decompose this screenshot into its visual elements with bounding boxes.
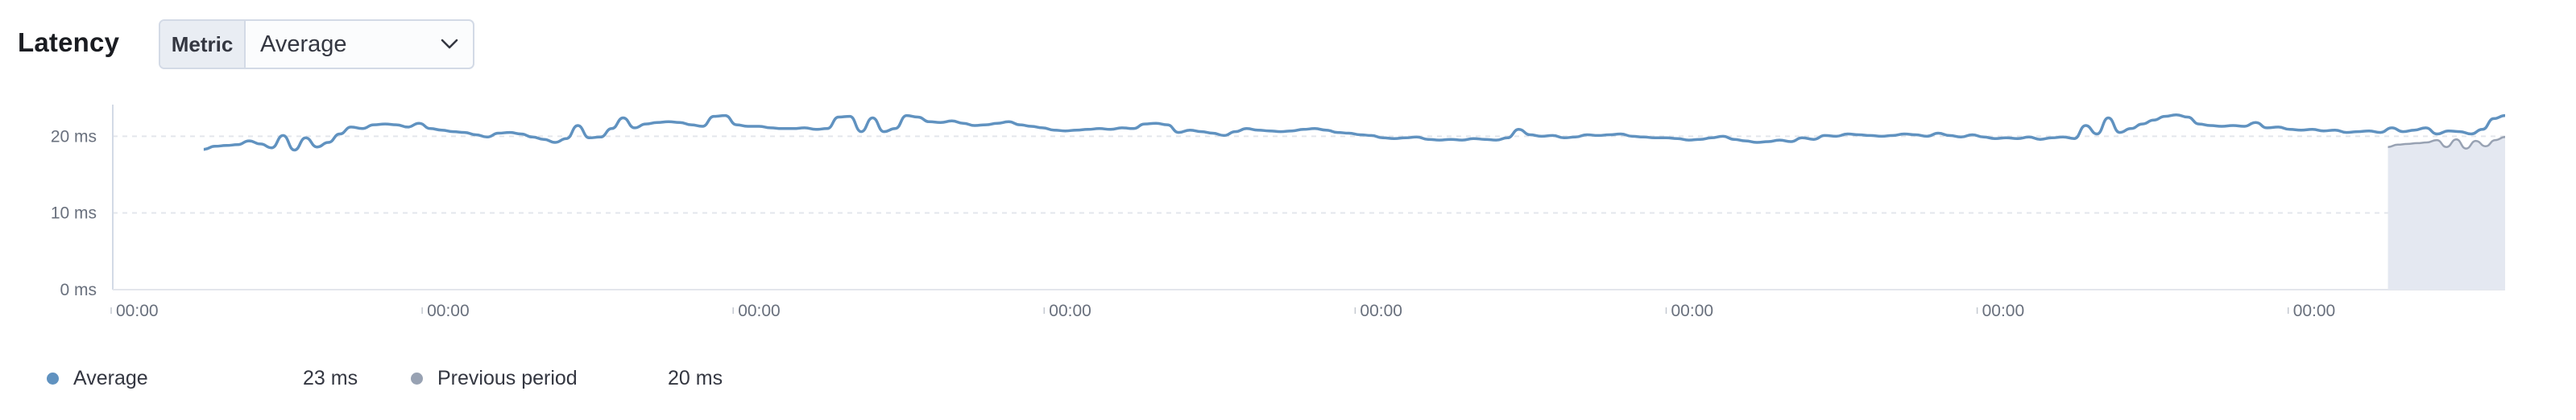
chevron-down-icon bbox=[426, 21, 473, 68]
metric-select-label: Metric bbox=[160, 21, 246, 68]
x-tick-label: 00:00 bbox=[1360, 302, 1402, 320]
legend-value-average: 23 ms bbox=[303, 366, 358, 389]
x-tick-label: 00:00 bbox=[1049, 302, 1091, 320]
x-tick-label: 00:00 bbox=[116, 302, 159, 320]
panel-header: Latency Metric Average bbox=[0, 0, 2576, 89]
dot-icon bbox=[411, 372, 423, 385]
legend-item-previous-period[interactable]: Previous period bbox=[411, 354, 578, 402]
y-tick-label: 20 ms bbox=[51, 127, 97, 146]
legend-value-previous-period: 20 ms bbox=[668, 366, 723, 389]
x-tick-label: 00:00 bbox=[427, 302, 470, 320]
previous-period-band bbox=[2388, 137, 2505, 290]
series-line-average bbox=[203, 113, 2506, 152]
x-tick-label: 00:00 bbox=[2293, 302, 2336, 320]
x-tick-label: 00:00 bbox=[1671, 302, 1714, 320]
series-line-previous-period bbox=[2388, 136, 2506, 150]
dot-icon bbox=[47, 372, 59, 385]
panel-title: Latency bbox=[18, 27, 120, 57]
previous-period-area bbox=[2388, 137, 2505, 290]
x-tick-label: 00:00 bbox=[1982, 302, 2025, 320]
legend-label-average: Average bbox=[73, 366, 148, 389]
series-lines bbox=[203, 113, 2506, 152]
legend-label-previous-period: Previous period bbox=[437, 366, 578, 389]
chart-legend: Average 23 ms Previous period 20 ms bbox=[0, 354, 2576, 402]
grid-lines bbox=[113, 135, 2505, 214]
y-tick-label: 0 ms bbox=[60, 281, 97, 299]
metric-select-value: Average bbox=[260, 31, 347, 57]
y-axis: 0 ms 10 ms 20 ms bbox=[51, 105, 114, 299]
x-axis: 00:00 00:00 00:00 00:00 00:00 00:00 00:00 00:00 bbox=[110, 289, 2505, 320]
x-tick-label: 00:00 bbox=[738, 302, 781, 320]
metric-select[interactable]: Metric Average bbox=[159, 19, 474, 69]
y-tick-label: 10 ms bbox=[51, 204, 97, 223]
legend-item-average[interactable]: Average bbox=[47, 354, 148, 402]
